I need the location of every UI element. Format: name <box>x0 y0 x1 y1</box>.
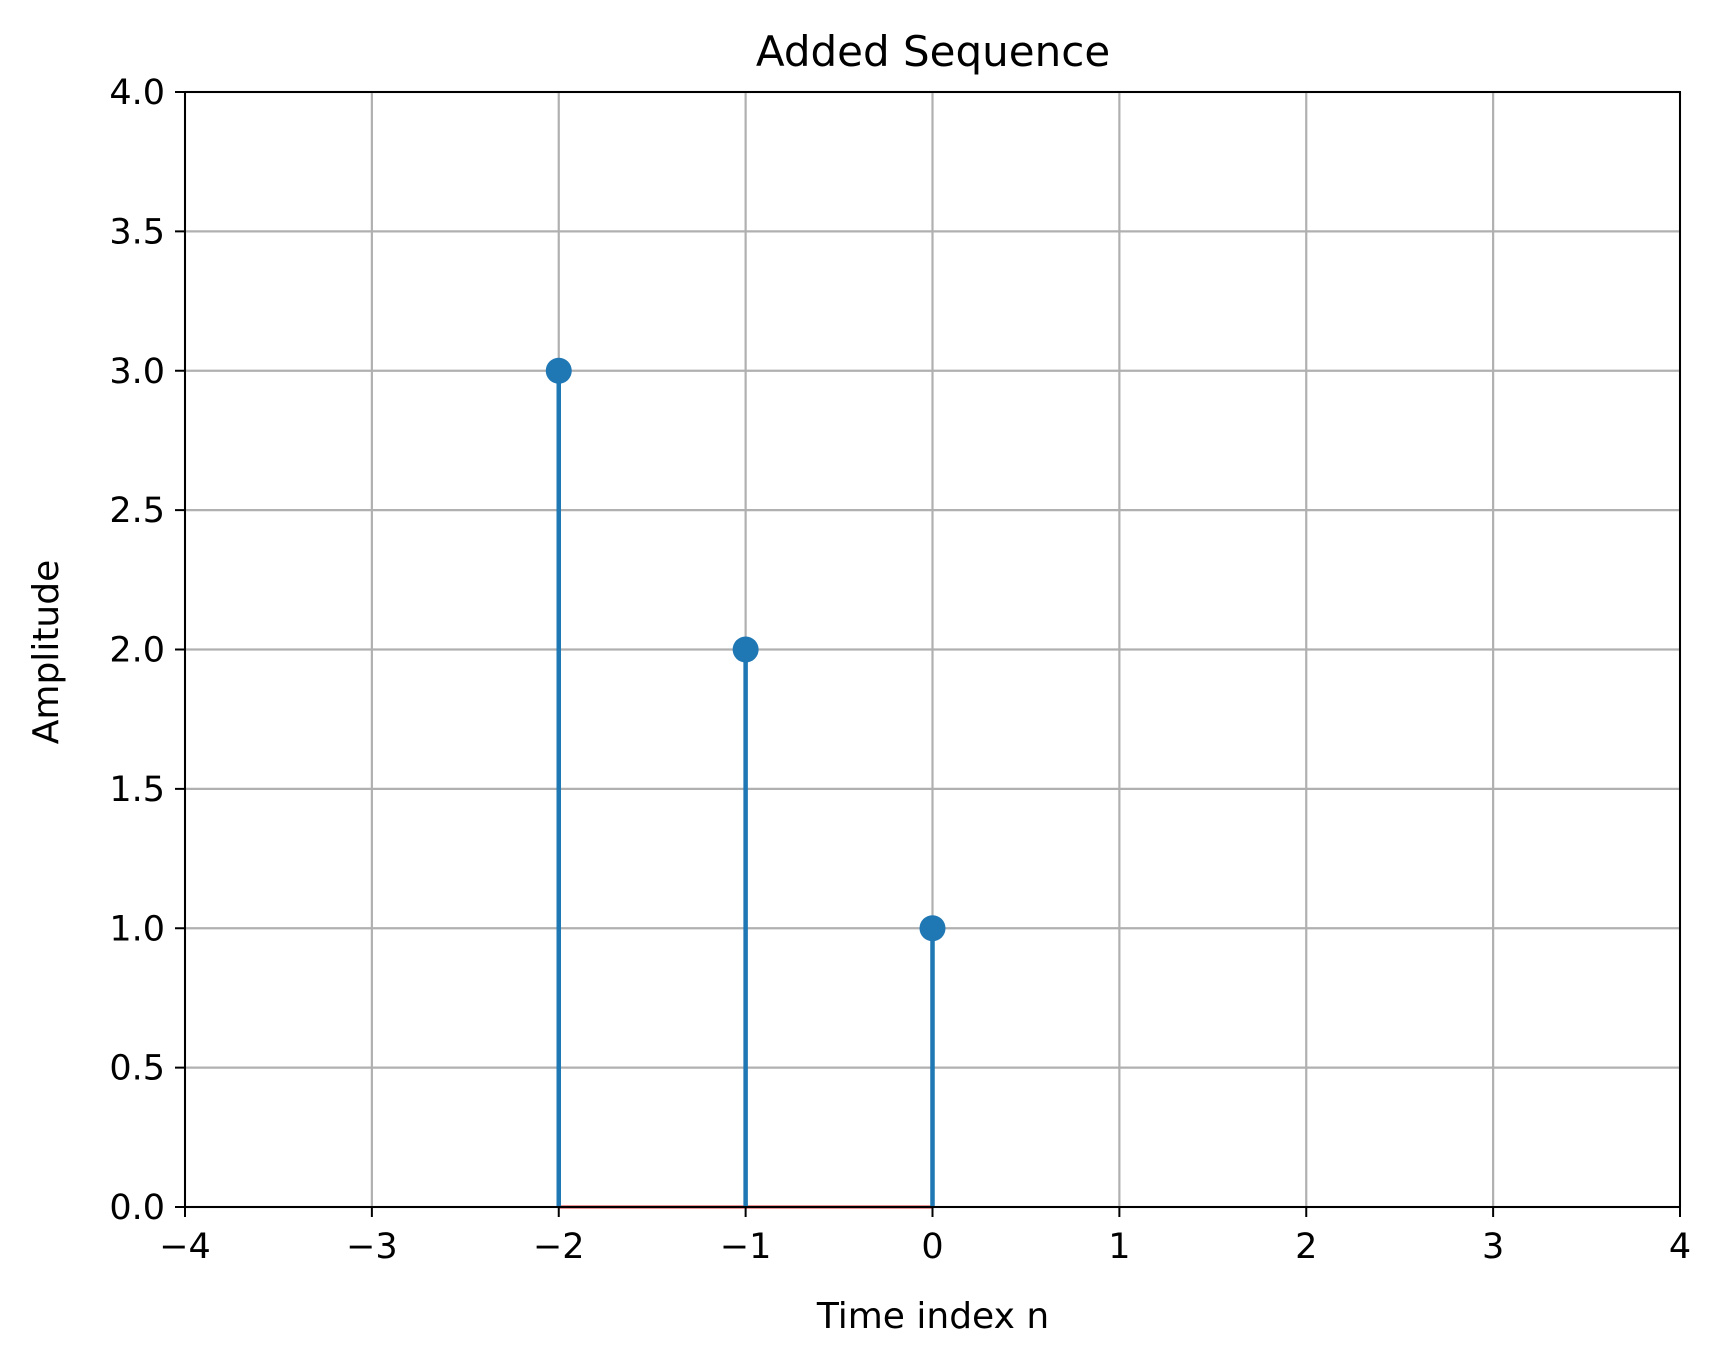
x-tick-label: −2 <box>533 1227 585 1267</box>
x-tick-label: −1 <box>720 1227 772 1267</box>
y-tick-label: 0.5 <box>109 1049 165 1089</box>
x-tick-label: 4 <box>1669 1227 1691 1267</box>
x-tick-label: 3 <box>1482 1227 1504 1267</box>
stem-marker <box>919 915 946 942</box>
y-tick-label: 3.0 <box>109 352 165 392</box>
stem-marker <box>545 357 572 384</box>
chart-title: Added Sequence <box>756 27 1110 76</box>
x-tick-label: −3 <box>346 1227 398 1267</box>
y-tick-label: 2.5 <box>109 491 165 531</box>
x-axis-title: Time index n <box>816 1296 1049 1337</box>
x-tick-label: 0 <box>921 1227 943 1267</box>
y-tick-label: 4.0 <box>109 73 165 113</box>
x-tick-label: 1 <box>1108 1227 1130 1267</box>
y-tick-label: 2.0 <box>109 631 165 671</box>
y-tick-label: 3.5 <box>109 212 165 252</box>
stem-marker <box>732 636 759 663</box>
stems <box>545 357 946 1207</box>
y-tick-label: 0.0 <box>109 1188 165 1228</box>
x-tick-label: 2 <box>1295 1227 1317 1267</box>
x-tick-label: −4 <box>159 1227 211 1267</box>
y-tick-label: 1.0 <box>109 909 165 949</box>
ticks: −4 −3 −2 −1 0 1 2 3 4 0.0 0.5 1.0 1.5 2.0 2.5 3.0 3.5 4.0 <box>109 73 1691 1267</box>
y-tick-label: 1.5 <box>109 770 165 810</box>
y-axis-title: Amplitude <box>26 560 67 744</box>
